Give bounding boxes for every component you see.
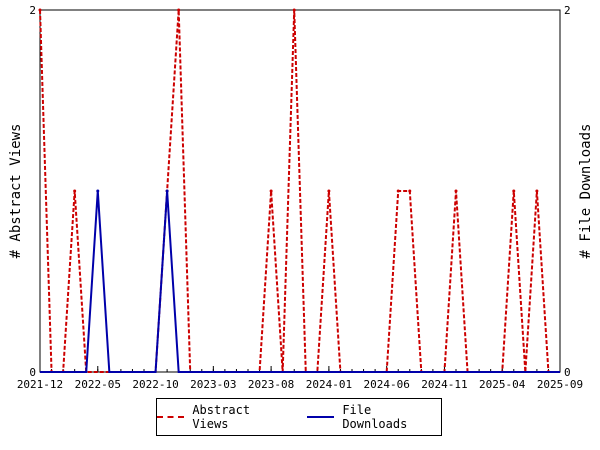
y-axis-title-left: # Abstract Views xyxy=(8,124,24,259)
series-line-file-downloads xyxy=(40,190,560,373)
data-point xyxy=(269,189,273,193)
x-tick-label: 2022-10 xyxy=(132,378,178,391)
legend: Abstract Views File Downloads xyxy=(156,398,442,436)
legend-label: File Downloads xyxy=(342,403,408,431)
legend-swatch-solid xyxy=(307,416,335,418)
data-point xyxy=(396,189,400,193)
data-point xyxy=(177,8,181,12)
data-point xyxy=(96,189,100,193)
data-point xyxy=(512,189,516,193)
x-tick-label: 2023-08 xyxy=(248,378,294,391)
y-left-tick-label: 2 xyxy=(29,4,36,17)
x-axis: 2021-12 2022-05 2022-10 2023-03 2023-08 2024-… xyxy=(17,366,583,391)
legend-label: Abstract Views xyxy=(192,403,251,431)
x-tick-label: 2024-06 xyxy=(363,378,409,391)
plot-frame xyxy=(39,9,561,373)
data-point xyxy=(165,189,169,193)
y-right-tick-label: 2 xyxy=(564,4,571,17)
legend-item-abstract-views: Abstract Views xyxy=(157,403,291,431)
x-tick-label: 2021-12 xyxy=(17,378,63,391)
x-tick-label: 2025-04 xyxy=(479,378,526,391)
x-tick-label: 2025-09 xyxy=(537,378,583,391)
data-point xyxy=(327,189,331,193)
x-tick-label: 2023-03 xyxy=(190,378,236,391)
data-point xyxy=(535,189,539,193)
data-point xyxy=(292,8,296,12)
y-axis: 0 2 0 2 xyxy=(29,4,570,379)
series-layer xyxy=(38,8,560,373)
legend-swatch-dashed xyxy=(157,416,185,418)
data-point xyxy=(73,189,77,193)
data-point xyxy=(408,189,412,193)
x-tick-label: 2024-01 xyxy=(306,378,352,391)
series-line-abstract-views xyxy=(39,9,560,373)
x-tick-label: 2024-11 xyxy=(421,378,467,391)
data-point xyxy=(454,189,458,193)
legend-item-file-downloads: File Downloads xyxy=(307,403,441,431)
y-axis-title-right: # File Downloads xyxy=(578,124,594,259)
y-left-tick-label: 0 xyxy=(29,366,36,379)
x-tick-label: 2022-05 xyxy=(75,378,121,391)
y-right-tick-label: 0 xyxy=(564,366,571,379)
data-point xyxy=(38,8,42,12)
